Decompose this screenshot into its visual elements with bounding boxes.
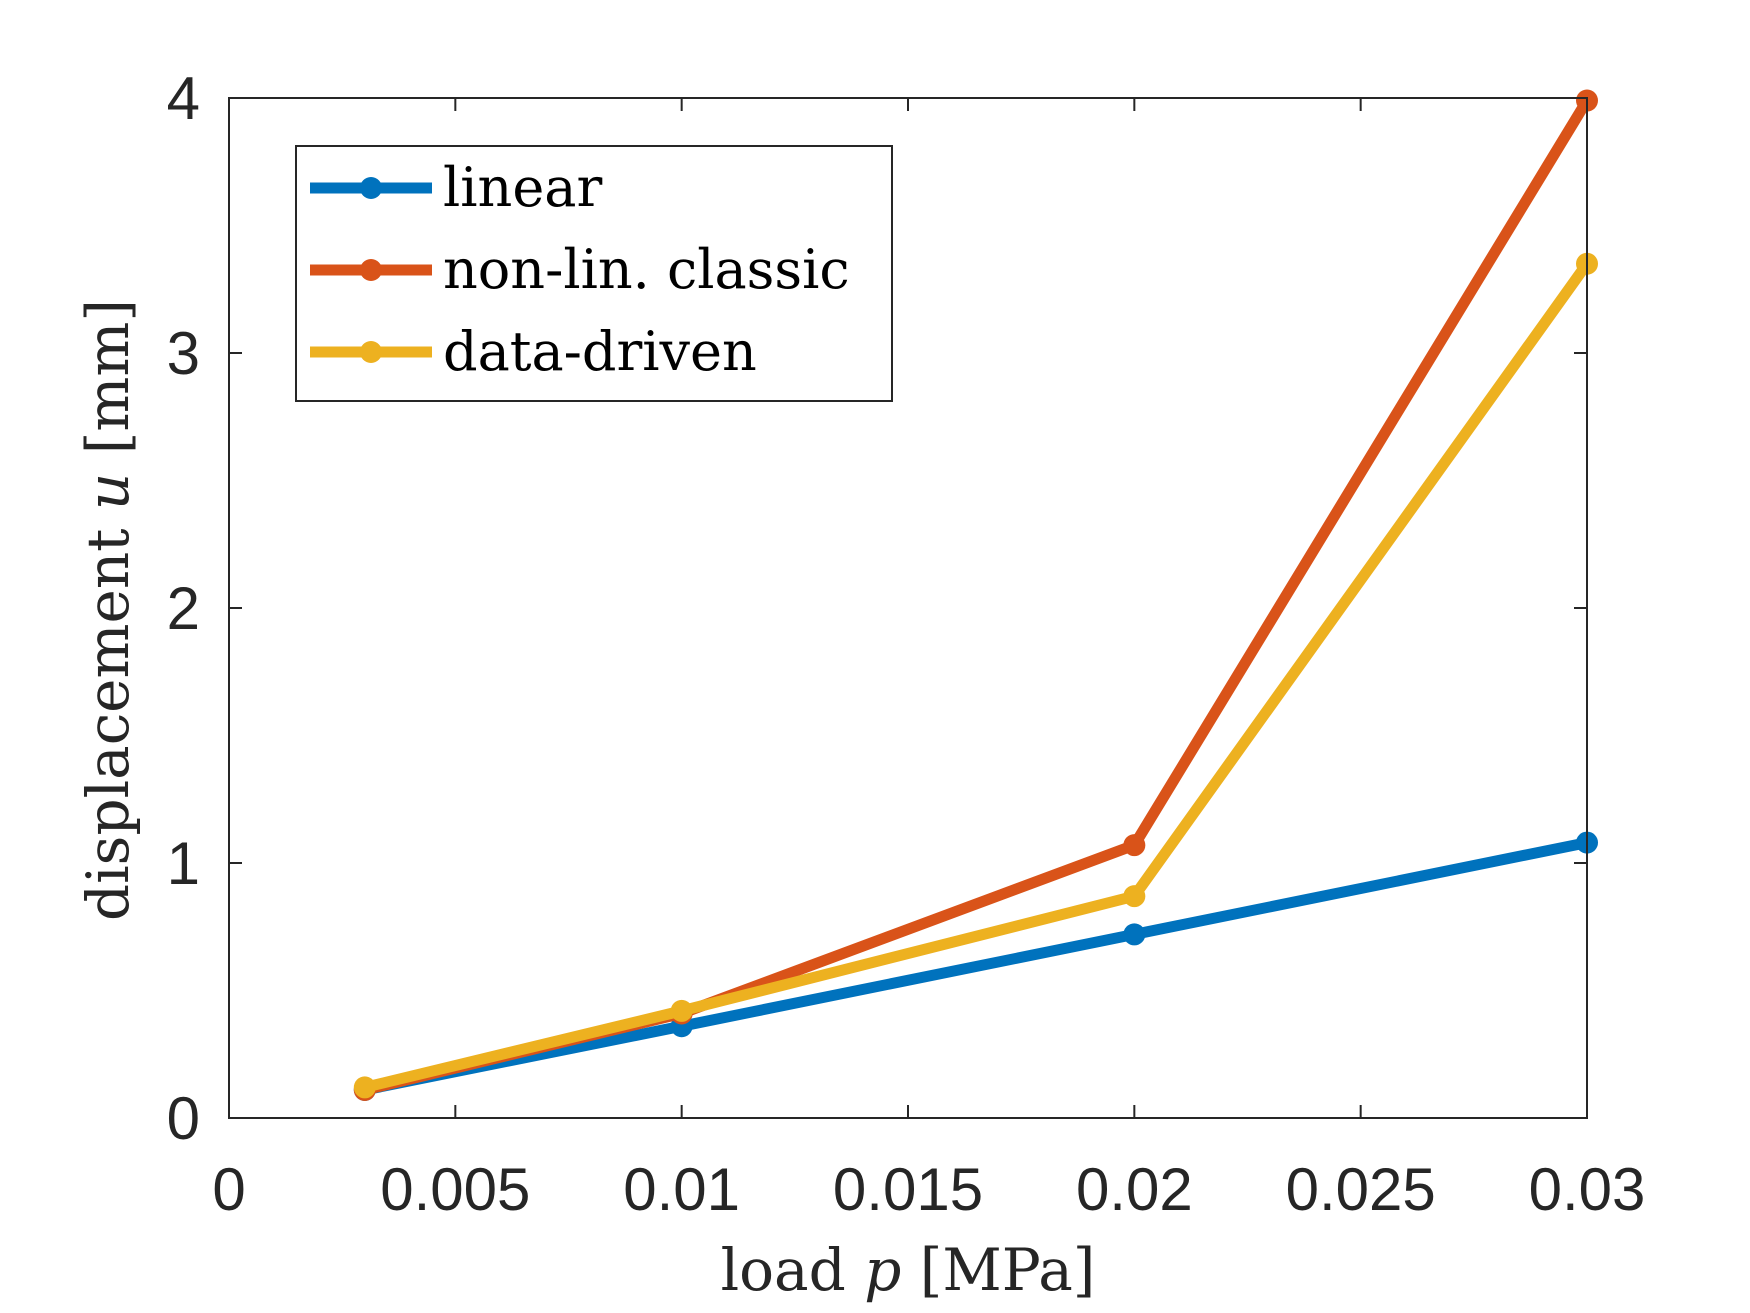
x-tick-label: 0.015 (833, 1156, 983, 1223)
legend-label: linear (443, 156, 602, 219)
legend-item: data-driven (310, 320, 757, 383)
x-tick-label: 0.025 (1286, 1156, 1436, 1223)
series-data-driven (353, 252, 1598, 1099)
plot-area-frame (228, 97, 1588, 1119)
y-axis-label: displacement u [mm] (74, 299, 142, 921)
x-tick-label: 0.03 (1529, 1156, 1646, 1223)
x-tick-label: 0 (212, 1156, 245, 1223)
y-tick-label: 0 (167, 1085, 200, 1152)
legend-item: non-lin. classic (310, 238, 850, 301)
data-point (1123, 834, 1146, 857)
legend-label: data-driven (443, 320, 757, 383)
series-linear (353, 831, 1598, 1101)
series-line (363, 260, 1592, 1093)
y-tick-label: 4 (167, 65, 200, 132)
legend-marker (360, 341, 382, 363)
y-tick-label: 2 (167, 575, 200, 642)
x-tick-label: 0.02 (1076, 1156, 1193, 1223)
x-axis-label: load p [MPa] (721, 1236, 1096, 1304)
y-tick-label: 1 (167, 830, 200, 897)
data-point (1123, 923, 1146, 946)
data-point (670, 999, 693, 1022)
series-line (363, 837, 1589, 1096)
data-point (353, 1076, 376, 1099)
legend-label: non-lin. classic (443, 238, 850, 301)
series-lines (353, 89, 1598, 1101)
x-tick-label: 0.01 (623, 1156, 740, 1223)
legend: linear non-lin. classic data-driven (295, 145, 893, 402)
legend-item: linear (310, 156, 602, 219)
legend-marker (360, 259, 382, 281)
y-tick-label: 3 (167, 320, 200, 387)
x-tick-label: 0.005 (380, 1156, 530, 1223)
data-point (1123, 885, 1146, 908)
legend-marker (360, 177, 382, 199)
tick-labels: 0 0.005 0.01 0.015 0.02 0.025 0.03 0 1 2 3 4 (167, 65, 1646, 1223)
